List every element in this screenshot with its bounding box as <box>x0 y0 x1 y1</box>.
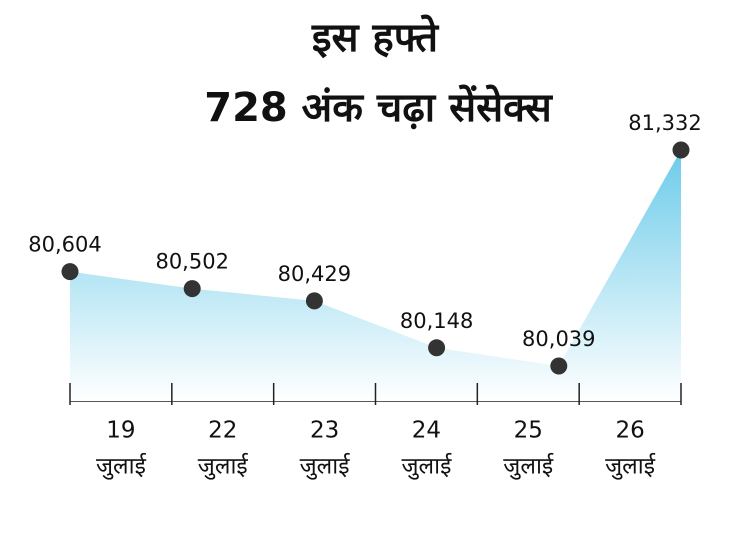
x-tick-label: जुलाई <box>605 453 656 481</box>
chart-title: 728 अंक चढ़ा सेंसेक्स <box>204 84 553 131</box>
x-tick-label: 19 <box>106 418 135 444</box>
x-tick-label: 23 <box>310 418 339 444</box>
data-point <box>61 263 79 281</box>
x-tick-label: जुलाई <box>503 453 554 481</box>
x-tick-label: 26 <box>615 418 644 444</box>
x-tick-label: जुलाई <box>96 453 147 481</box>
data-label: 80,604 <box>28 233 101 257</box>
data-label: 80,502 <box>155 250 228 274</box>
data-label: 80,148 <box>400 309 473 333</box>
data-label: 80,039 <box>522 327 595 351</box>
data-point <box>550 357 568 375</box>
x-tick-label: जुलाई <box>198 453 249 481</box>
area <box>70 150 681 401</box>
data-point <box>428 339 446 357</box>
x-tick-label: जुलाई <box>401 453 452 481</box>
x-tick-label: 25 <box>514 418 543 444</box>
x-tick-label: 22 <box>208 418 237 444</box>
data-label: 80,429 <box>278 262 351 286</box>
data-point <box>305 292 323 310</box>
data-label: 81,332 <box>628 111 701 135</box>
data-point <box>183 280 201 298</box>
data-point <box>672 141 690 159</box>
x-tick-label: 24 <box>412 418 441 444</box>
x-tick-label: जुलाई <box>300 453 351 481</box>
chart-title: इस हफ्ते <box>311 14 439 61</box>
